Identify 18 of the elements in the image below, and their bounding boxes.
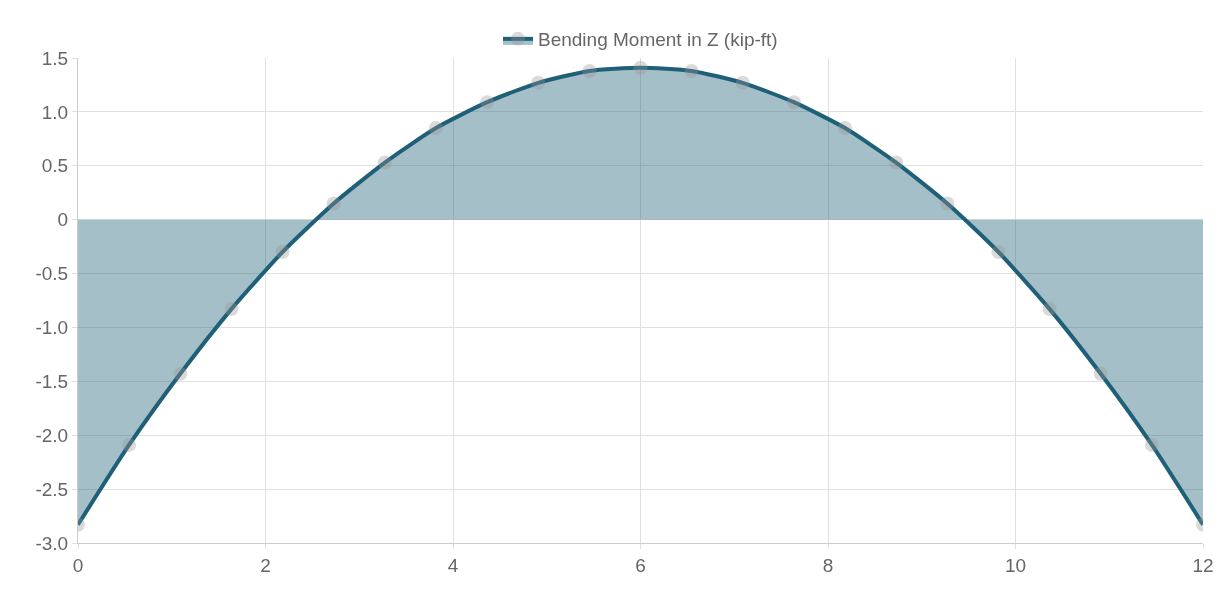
y-tick-label: -1.0 <box>35 317 69 339</box>
y-tick-label: 0.5 <box>41 155 69 177</box>
x-tick-label: 2 <box>260 554 271 576</box>
x-tick-label: 6 <box>635 554 646 576</box>
y-tick-label: -1.5 <box>35 370 69 392</box>
x-tick-label: 4 <box>447 554 459 576</box>
x-tick-label: 12 <box>1192 554 1214 576</box>
y-tick-label: -0.5 <box>35 263 69 285</box>
y-tick-label: 1.0 <box>41 101 69 123</box>
x-tick-label: 10 <box>1004 554 1027 576</box>
y-tick-label: -2.0 <box>35 424 69 446</box>
legend-label: Bending Moment in Z (kip-ft) <box>538 29 778 51</box>
x-tick-label: 8 <box>822 554 834 576</box>
y-tick-label: 0 <box>57 209 69 231</box>
y-tick-label: -3.0 <box>35 532 69 554</box>
y-tick-label: 1.5 <box>41 47 69 69</box>
x-tick-label: 0 <box>72 554 84 576</box>
y-tick-label: -2.5 <box>35 478 69 500</box>
